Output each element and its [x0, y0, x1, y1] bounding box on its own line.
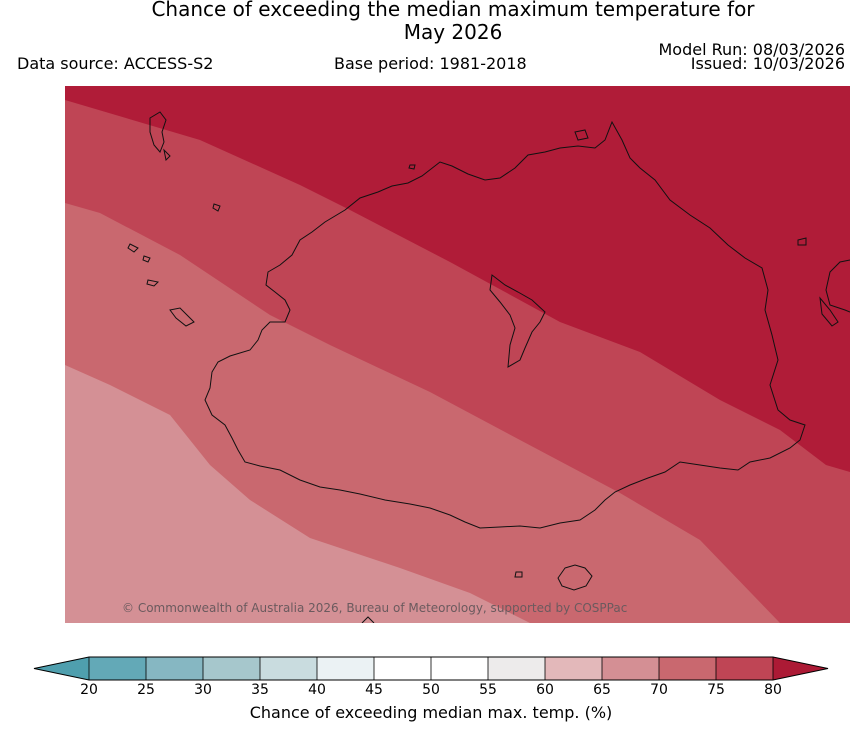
colorbar-tick-label: 45: [365, 682, 383, 698]
colorbar-segment: [488, 657, 546, 680]
title-line-1: Chance of exceeding the median maximum t…: [151, 0, 755, 21]
islet-c: [142, 255, 151, 263]
islet-d: [146, 279, 160, 287]
base-period-label: Base period: 1981-2018: [334, 54, 527, 73]
model-run-label: Model Run: 08/03/2026: [658, 40, 846, 59]
colorbar-segment: [317, 657, 375, 680]
colorbar-segment: [659, 657, 717, 680]
colorbar-tick-label: 20: [80, 682, 98, 698]
islet-b: [127, 243, 139, 253]
colorbar-tick-label: 70: [650, 682, 668, 698]
colorbar-tick-label: 25: [137, 682, 155, 698]
colorbar-segment: [89, 657, 147, 680]
issued-label: Issued: 10/03/2026: [690, 54, 845, 73]
south-islet: [514, 571, 523, 578]
colorbar-over-arrow: [773, 657, 828, 680]
map-area: [65, 86, 850, 623]
colorbar-segment: [203, 657, 261, 680]
south-island-outline: [557, 564, 593, 591]
main-island-outline: [204, 120, 806, 529]
north-islet-cluster: [149, 111, 171, 162]
colorbar-tick-label: 60: [536, 682, 554, 698]
islet-e: [169, 307, 195, 327]
chart-title: Chance of exceeding the median maximum t…: [0, 0, 862, 44]
colorbar-tick-label: 50: [422, 682, 440, 698]
colorbar-segment: [716, 657, 774, 680]
colorbar-tick-marks: [88, 657, 774, 680]
ovalau-island-outline: [489, 274, 546, 368]
colorbar-segment: [260, 657, 318, 680]
data-source-label: Data source: ACCESS-S2: [17, 54, 214, 73]
colorbar-segment: [374, 657, 432, 680]
colorbar-segment: [602, 657, 660, 680]
title-line-2: May 2026: [403, 20, 503, 44]
colorbar-tick-label: 75: [707, 682, 725, 698]
islet-a: [212, 203, 221, 212]
colorbar-segments: [89, 657, 774, 680]
copyright-notice: © Commonwealth of Australia 2026, Bureau…: [122, 601, 628, 615]
islet-g: [797, 237, 807, 246]
band-60-65: [65, 365, 530, 623]
colorbar-tick-label: 65: [593, 682, 611, 698]
colorbar-tick-label: 80: [764, 682, 782, 698]
colorbar-tick-label: 30: [194, 682, 212, 698]
colorbar-tick-label: 55: [479, 682, 497, 698]
east-islet: [819, 296, 839, 327]
colorbar-under-arrow: [34, 657, 89, 680]
colorbar-segment: [146, 657, 204, 680]
colorbar-segment: [545, 657, 603, 680]
islet-h: [408, 164, 416, 170]
colorbar-tick-label: 40: [308, 682, 326, 698]
colorbar-tick-label: 35: [251, 682, 269, 698]
coastlines: [127, 111, 850, 623]
colorbar: [33, 656, 829, 681]
southern-edge-islet: [361, 616, 375, 623]
islet-f: [574, 129, 589, 141]
colorbar-label: Chance of exceeding median max. temp. (%…: [249, 703, 613, 722]
colorbar-segment: [431, 657, 489, 680]
east-island-outline: [825, 259, 850, 313]
